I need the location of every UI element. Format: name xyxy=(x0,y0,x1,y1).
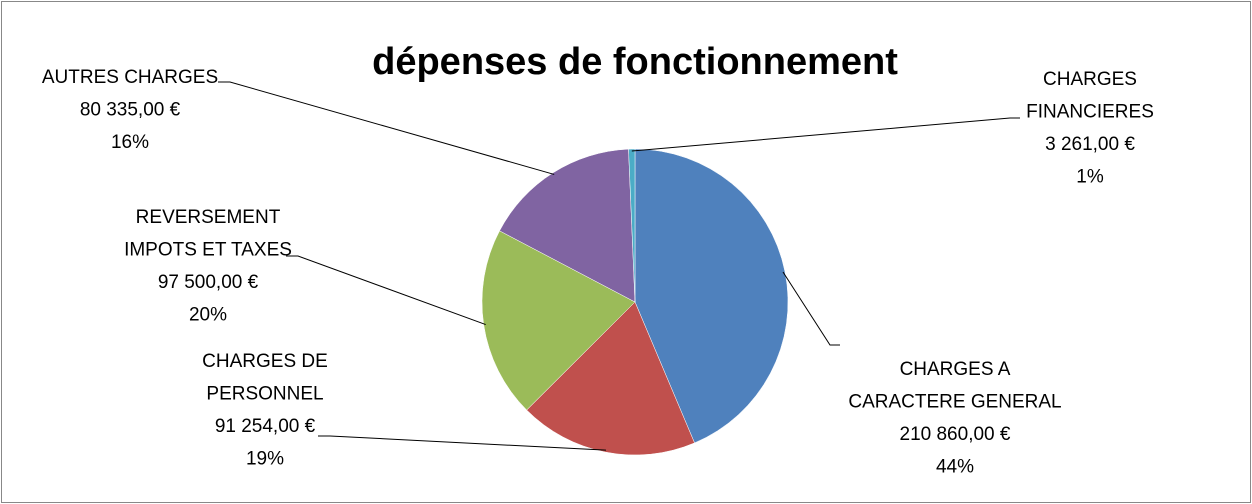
leader-line xyxy=(782,271,840,346)
value-label: 91 254,00 € xyxy=(215,416,316,437)
pie-slice xyxy=(481,230,636,411)
percent-label: 20% xyxy=(189,305,227,326)
slice-label: AUTRES CHARGES xyxy=(42,67,218,88)
pie-slice xyxy=(628,148,636,303)
slice-label: CHARGES xyxy=(1043,69,1137,90)
slice-label: PERSONNEL xyxy=(206,384,323,405)
slice-label: CHARGES A xyxy=(900,359,1011,380)
chart-title: dépenses de fonctionnement xyxy=(372,41,898,83)
percent-label: 44% xyxy=(936,457,974,478)
leader-line xyxy=(318,435,606,451)
value-label: 210 860,00 € xyxy=(900,424,1011,445)
percent-label: 1% xyxy=(1076,167,1104,188)
leader-line xyxy=(218,81,555,175)
slice-label: CARACTERE GENERAL xyxy=(848,392,1061,413)
percent-label: 16% xyxy=(111,132,149,153)
leader-line xyxy=(286,255,486,326)
slice-label: IMPOTS ET TAXES xyxy=(124,240,292,261)
slice-label: CHARGES DE xyxy=(202,351,328,372)
pie-slice xyxy=(526,301,695,456)
pie-slice xyxy=(634,148,789,444)
pie-slice xyxy=(499,148,636,303)
slice-label: FINANCIERES xyxy=(1026,102,1154,123)
leader-line xyxy=(631,117,1020,152)
value-label: 80 335,00 € xyxy=(80,100,181,121)
value-label: 3 261,00 € xyxy=(1045,134,1135,155)
value-label: 97 500,00 € xyxy=(158,272,259,293)
percent-label: 19% xyxy=(246,449,284,470)
slice-label: REVERSEMENT xyxy=(136,207,281,228)
